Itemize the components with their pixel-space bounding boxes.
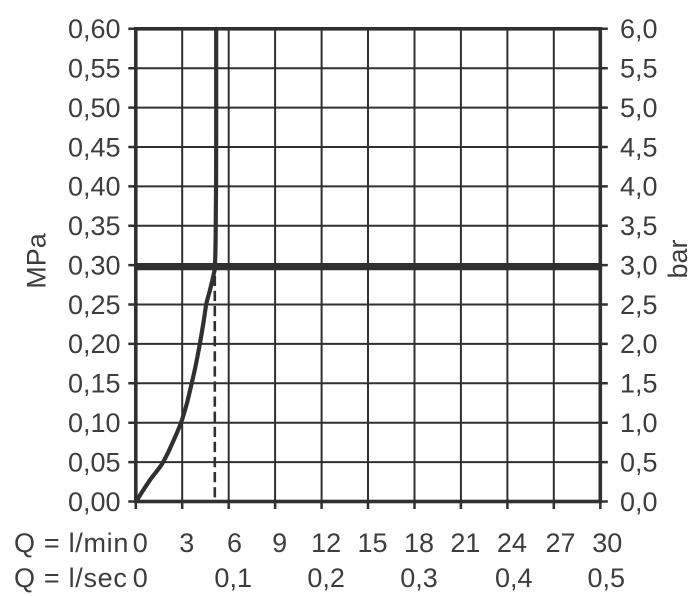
svg-text:0,5: 0,5 bbox=[588, 563, 626, 593]
svg-text:6,0: 6,0 bbox=[620, 14, 658, 44]
svg-text:18: 18 bbox=[404, 528, 434, 558]
svg-text:24: 24 bbox=[497, 528, 527, 558]
svg-text:0,30: 0,30 bbox=[68, 250, 121, 280]
svg-text:12: 12 bbox=[311, 528, 341, 558]
svg-text:2,0: 2,0 bbox=[620, 329, 658, 359]
svg-text:0,0: 0,0 bbox=[620, 487, 658, 517]
svg-text:3,0: 3,0 bbox=[620, 250, 658, 280]
svg-text:21: 21 bbox=[450, 528, 480, 558]
svg-text:0,4: 0,4 bbox=[495, 563, 533, 593]
svg-text:4,5: 4,5 bbox=[620, 132, 658, 162]
svg-text:0,15: 0,15 bbox=[68, 369, 121, 399]
svg-text:0: 0 bbox=[133, 563, 148, 593]
svg-text:0,45: 0,45 bbox=[68, 132, 121, 162]
svg-text:3,5: 3,5 bbox=[620, 211, 658, 241]
svg-text:MPa: MPa bbox=[21, 232, 51, 289]
svg-text:6: 6 bbox=[227, 528, 242, 558]
svg-text:0,25: 0,25 bbox=[68, 290, 121, 320]
svg-text:0,10: 0,10 bbox=[68, 408, 121, 438]
svg-text:0,20: 0,20 bbox=[68, 329, 121, 359]
svg-text:1,5: 1,5 bbox=[620, 369, 658, 399]
svg-text:Q = l/min: Q = l/min bbox=[14, 528, 129, 558]
svg-text:3: 3 bbox=[179, 528, 194, 558]
svg-text:0,3: 0,3 bbox=[400, 563, 438, 593]
svg-text:15: 15 bbox=[357, 528, 387, 558]
svg-text:0,1: 0,1 bbox=[214, 563, 252, 593]
svg-text:0: 0 bbox=[133, 528, 148, 558]
svg-text:2,5: 2,5 bbox=[620, 290, 658, 320]
svg-text:1,0: 1,0 bbox=[620, 408, 658, 438]
svg-text:0,35: 0,35 bbox=[68, 211, 121, 241]
svg-text:4,0: 4,0 bbox=[620, 172, 658, 202]
svg-text:0,5: 0,5 bbox=[620, 447, 658, 477]
svg-text:27: 27 bbox=[545, 528, 575, 558]
svg-text:0,2: 0,2 bbox=[307, 563, 345, 593]
svg-text:Q = l/sec: Q = l/sec bbox=[14, 563, 128, 593]
svg-text:0,00: 0,00 bbox=[68, 487, 121, 517]
svg-text:0,40: 0,40 bbox=[68, 172, 121, 202]
svg-text:0,60: 0,60 bbox=[68, 14, 121, 44]
svg-text:5,0: 5,0 bbox=[620, 93, 658, 123]
svg-text:0,55: 0,55 bbox=[68, 54, 121, 84]
svg-text:0,05: 0,05 bbox=[68, 447, 121, 477]
svg-text:5,5: 5,5 bbox=[620, 54, 658, 84]
svg-text:30: 30 bbox=[592, 528, 622, 558]
svg-text:9: 9 bbox=[272, 528, 287, 558]
svg-text:0,50: 0,50 bbox=[68, 93, 121, 123]
svg-text:bar: bar bbox=[663, 239, 693, 278]
